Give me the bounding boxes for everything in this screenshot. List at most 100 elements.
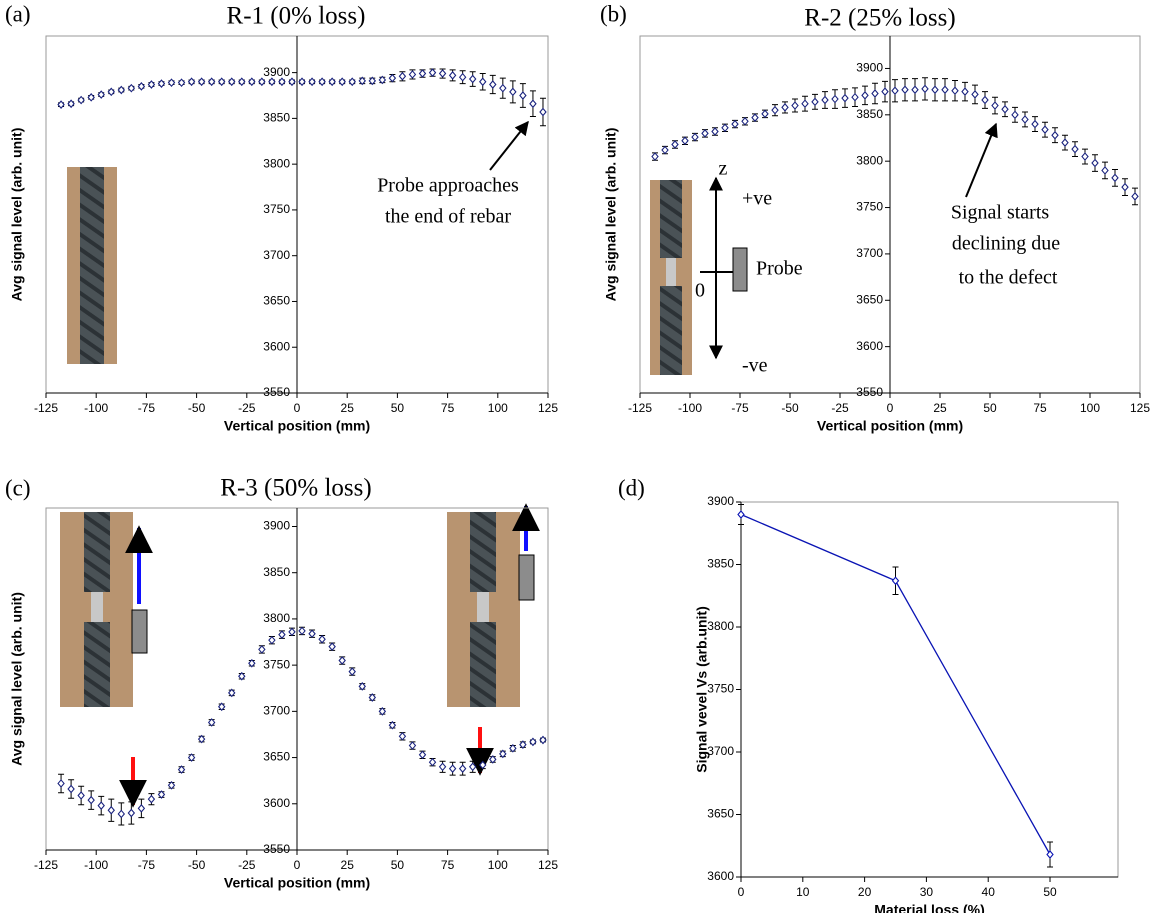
marker	[1046, 850, 1054, 859]
panel-label: (a)	[5, 1, 31, 26]
x-tick-label: 50	[391, 401, 405, 415]
marker	[298, 77, 306, 87]
marker	[1011, 110, 1019, 120]
marker	[539, 107, 547, 117]
marker	[1111, 173, 1119, 183]
y-tick-label: 3750	[707, 682, 734, 696]
marker	[408, 741, 417, 750]
x-tick-label: -75	[731, 401, 749, 415]
marker	[489, 755, 497, 764]
probe	[732, 247, 748, 292]
marker	[1091, 158, 1099, 168]
marker	[147, 794, 156, 804]
marker	[458, 764, 467, 774]
x-axis-label: Material loss (%)	[874, 902, 984, 913]
marker	[137, 82, 146, 91]
marker	[398, 71, 407, 81]
marker	[861, 91, 869, 100]
marker	[468, 762, 477, 772]
x-tick-label: 100	[488, 858, 508, 872]
chart-title: R-2 (25% loss)	[804, 5, 955, 32]
x-tick-label: 125	[538, 401, 558, 415]
marker	[57, 779, 65, 788]
marker	[258, 77, 266, 87]
panel-label: (c)	[5, 475, 31, 500]
marker	[318, 77, 326, 87]
marker	[1021, 115, 1029, 124]
y-tick-label: 3850	[856, 107, 883, 121]
marker	[479, 760, 487, 770]
marker	[378, 75, 387, 85]
marker	[519, 740, 527, 749]
marker	[238, 671, 246, 681]
y-tick-label: 3850	[263, 565, 290, 579]
marker	[288, 77, 296, 87]
x-tick-label: -25	[831, 401, 849, 415]
marker	[338, 77, 346, 87]
marker	[338, 656, 346, 665]
marker	[661, 145, 669, 155]
y-axis-label: Signal vevel Vs (arb.unit)	[694, 606, 710, 773]
y-tick-label: 3900	[856, 61, 883, 75]
arrow	[965, 122, 998, 198]
x-tick-label: 10	[796, 885, 810, 899]
marker	[87, 92, 95, 102]
y-tick-label: 3800	[263, 611, 290, 625]
y-tick-label: 3900	[707, 494, 734, 508]
marker	[117, 85, 126, 95]
marker	[941, 85, 949, 95]
x-tick-label: 0	[294, 401, 301, 415]
x-tick-label: 125	[538, 858, 558, 872]
marker	[207, 77, 216, 87]
x-tick-label: 30	[920, 885, 934, 899]
y-tick-label: 3700	[263, 248, 290, 262]
annotation: Probe	[756, 258, 803, 280]
marker	[841, 93, 849, 103]
marker	[157, 790, 166, 799]
marker	[398, 731, 407, 741]
marker	[681, 136, 689, 146]
marker	[428, 757, 437, 767]
marker	[991, 101, 999, 110]
marker	[368, 76, 377, 86]
y-tick-label: 3550	[856, 385, 883, 399]
y-tick-label: 3600	[263, 339, 290, 353]
panel-label: (d)	[618, 475, 645, 500]
x-tick-label: -125	[34, 401, 58, 415]
y-tick-label: 3900	[263, 65, 290, 79]
x-tick-label: 20	[858, 885, 872, 899]
marker	[248, 77, 256, 87]
x-tick-label: 75	[441, 858, 455, 872]
marker	[388, 720, 397, 730]
x-tick-label: -50	[781, 401, 799, 415]
marker	[737, 510, 745, 519]
x-tick-label: 25	[933, 401, 947, 415]
marker	[771, 105, 779, 115]
marker	[951, 86, 959, 96]
marker	[117, 809, 126, 819]
marker	[187, 753, 196, 762]
marker	[298, 626, 306, 636]
annotation: the end of rebar	[385, 206, 511, 228]
marker	[529, 99, 537, 109]
plot-frame	[740, 501, 1119, 878]
x-axis-label: Vertical position (mm)	[224, 418, 370, 434]
marker	[721, 123, 729, 133]
x-tick-label: 50	[391, 858, 405, 872]
marker	[761, 109, 769, 119]
x-tick-label: 125	[1130, 401, 1150, 415]
marker	[438, 69, 447, 78]
x-tick-label: -125	[34, 858, 58, 872]
y-axis-label: Avg signal level (arb. unit)	[9, 128, 25, 302]
y-tick-label: 3900	[263, 519, 290, 533]
annotation: to the defect	[959, 267, 1058, 289]
x-tick-label: -75	[138, 858, 156, 872]
marker	[691, 132, 699, 142]
marker	[1061, 138, 1069, 147]
marker	[177, 78, 186, 88]
marker	[57, 100, 65, 109]
marker	[651, 152, 659, 161]
marker	[378, 707, 387, 716]
y-tick-label: 3550	[263, 385, 290, 399]
